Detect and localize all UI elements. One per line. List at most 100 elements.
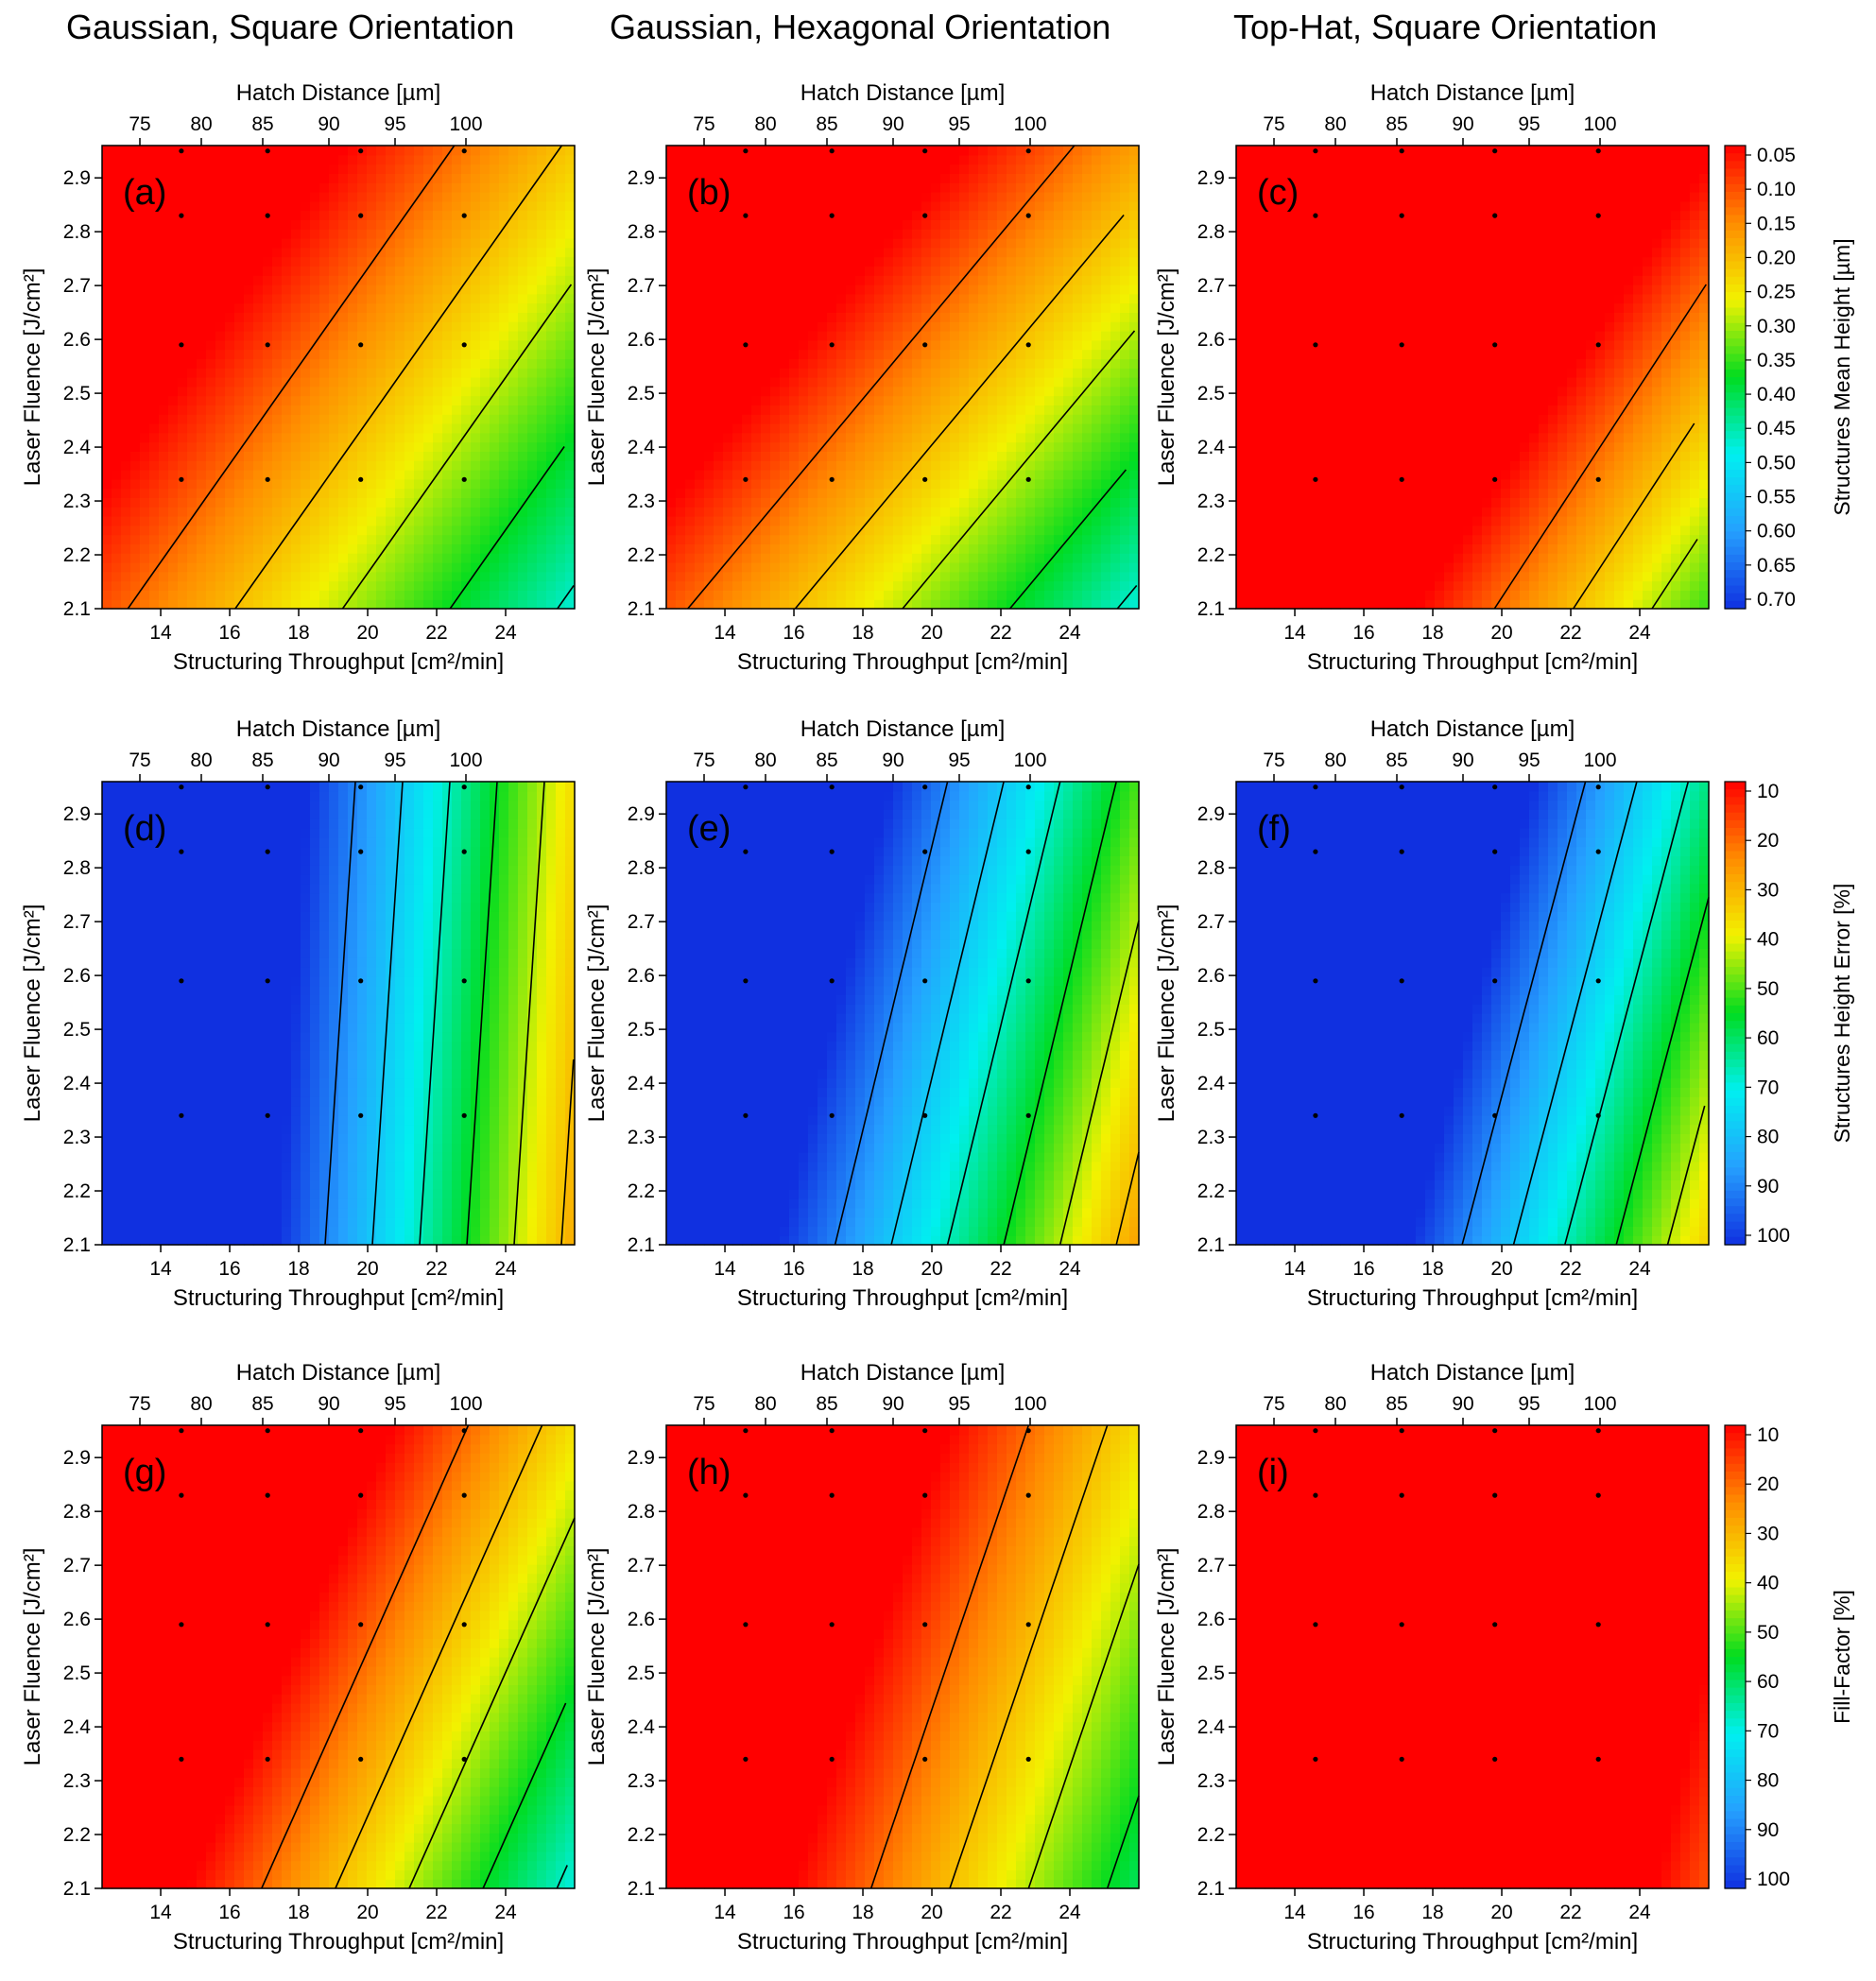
heatmap-cell xyxy=(423,562,434,572)
heatmap-cell xyxy=(112,590,122,599)
heatmap-cell xyxy=(244,229,254,238)
heatmap-cell xyxy=(206,331,216,340)
heatmap-cell xyxy=(282,201,292,211)
heatmap-cell xyxy=(404,266,415,275)
heatmap-cell xyxy=(149,581,160,591)
heatmap-cell xyxy=(253,507,264,516)
heatmap-cell xyxy=(452,257,462,267)
heatmap-cell xyxy=(386,405,396,414)
heatmap-cell xyxy=(423,525,434,535)
heatmap-cell xyxy=(376,294,387,303)
heatmap-cell xyxy=(215,155,226,164)
heatmap-cell xyxy=(187,451,198,460)
heatmap-cell xyxy=(452,516,462,525)
heatmap-cell xyxy=(348,312,358,321)
heatmap-cell xyxy=(112,433,122,442)
heatmap-cell xyxy=(244,248,254,257)
heatmap-cell xyxy=(404,340,415,350)
heatmap-cell xyxy=(121,590,131,599)
heatmap-cell xyxy=(310,451,320,460)
heatmap-cell xyxy=(386,294,396,303)
heatmap-cell xyxy=(442,562,453,572)
heatmap-cell xyxy=(357,516,368,525)
heatmap-cell xyxy=(310,433,320,442)
heatmap-cell xyxy=(386,350,396,359)
heatmap-cell xyxy=(423,238,434,248)
heatmap-cell xyxy=(395,562,405,572)
heatmap-cell xyxy=(414,173,424,182)
heatmap-cell xyxy=(338,525,349,535)
heatmap-cell xyxy=(178,433,188,442)
heatmap-cell xyxy=(404,331,415,340)
heatmap-cell xyxy=(225,553,235,562)
heatmap-cell xyxy=(206,572,216,581)
heatmap-cell xyxy=(225,284,235,294)
heatmap-cell xyxy=(471,321,481,331)
heatmap-cell xyxy=(329,535,339,544)
heatmap-cell xyxy=(329,211,339,220)
heatmap-cell xyxy=(386,257,396,267)
heatmap-cell xyxy=(263,581,273,591)
heatmap-cell xyxy=(319,248,330,257)
heatmap-cell xyxy=(244,516,254,525)
heatmap-cell xyxy=(291,405,301,414)
heatmap-cell xyxy=(348,451,358,460)
heatmap-cell xyxy=(291,201,301,211)
heatmap-cell xyxy=(197,414,207,423)
heatmap-cell xyxy=(386,562,396,572)
heatmap-cell xyxy=(253,321,264,331)
heatmap-cell xyxy=(225,516,235,525)
heatmap-cell xyxy=(357,451,368,460)
heatmap-cell xyxy=(130,219,141,229)
heatmap-cell xyxy=(178,414,188,423)
heatmap-cell xyxy=(272,590,283,599)
heatmap-cell xyxy=(121,303,131,313)
heatmap-cell xyxy=(102,396,112,405)
heatmap-cell xyxy=(348,358,358,368)
heatmap-cell xyxy=(168,489,179,498)
heatmap-cell xyxy=(461,507,472,516)
heatmap-cell xyxy=(404,164,415,174)
heatmap-cell xyxy=(367,192,377,201)
heatmap-cell xyxy=(471,470,481,479)
heatmap-cell xyxy=(149,331,160,340)
heatmap-cell xyxy=(395,581,405,591)
heatmap-cell xyxy=(168,405,179,414)
heatmap-cell xyxy=(178,377,188,387)
heatmap-cell xyxy=(215,497,226,507)
heatmap-cell xyxy=(159,331,169,340)
heatmap-cell xyxy=(282,146,292,155)
heatmap-cell xyxy=(367,275,377,284)
heatmap-cell xyxy=(140,294,150,303)
heatmap-cell xyxy=(272,331,283,340)
heatmap-cell xyxy=(178,405,188,414)
heatmap-cell xyxy=(187,553,198,562)
heatmap-cell xyxy=(149,303,160,313)
heatmap-cell xyxy=(197,442,207,452)
heatmap-cell xyxy=(178,229,188,238)
heatmap-cell xyxy=(215,257,226,267)
heatmap-cell xyxy=(263,497,273,507)
heatmap-cell xyxy=(452,489,462,498)
heatmap-cell xyxy=(282,182,292,192)
heatmap-cell xyxy=(414,284,424,294)
heatmap-cell xyxy=(291,238,301,248)
heatmap-cell xyxy=(197,312,207,321)
heatmap-cell xyxy=(234,460,245,470)
heatmap-cell xyxy=(168,229,179,238)
heatmap-cell xyxy=(187,340,198,350)
heatmap-cell xyxy=(301,155,311,164)
heatmap-cell xyxy=(263,192,273,201)
heatmap-cell xyxy=(395,303,405,313)
heatmap-cell xyxy=(301,303,311,313)
heatmap-cell xyxy=(282,229,292,238)
heatmap-cell xyxy=(329,238,339,248)
heatmap-cell xyxy=(159,284,169,294)
heatmap-cell xyxy=(310,238,320,248)
heatmap-cell xyxy=(121,433,131,442)
heatmap-cell xyxy=(442,489,453,498)
heatmap-cell xyxy=(282,396,292,405)
heatmap-cell xyxy=(301,275,311,284)
heatmap-cell xyxy=(234,543,245,553)
heatmap-cell xyxy=(225,470,235,479)
